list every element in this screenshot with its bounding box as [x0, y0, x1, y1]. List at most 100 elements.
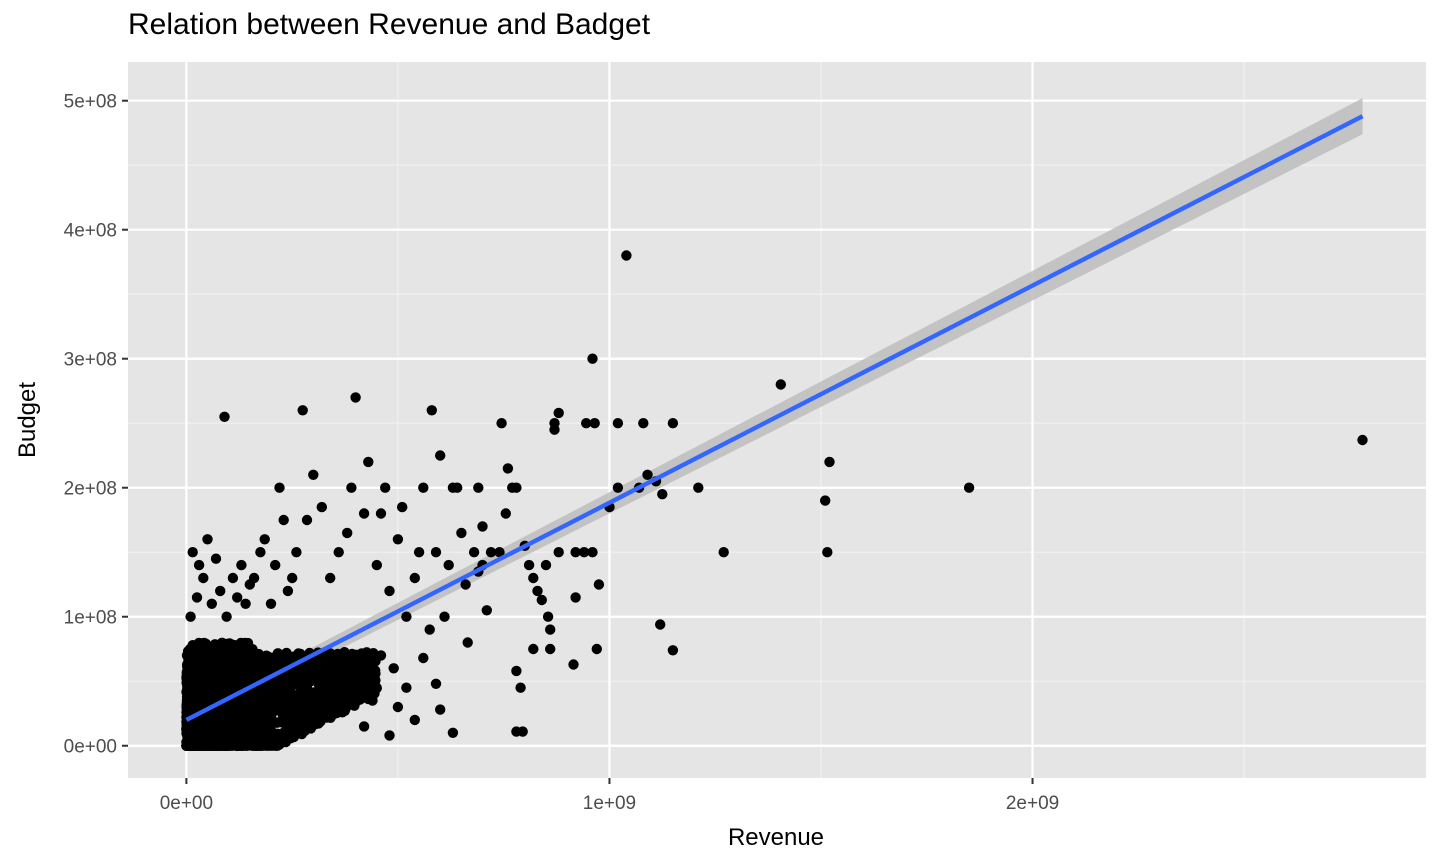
data-point — [235, 642, 246, 654]
data-point — [308, 469, 319, 480]
data-point — [612, 482, 624, 493]
data-point — [500, 508, 511, 519]
data-point — [693, 482, 704, 493]
x-tick-label: 2e+09 — [1006, 793, 1059, 814]
data-point — [570, 547, 581, 558]
data-point — [309, 698, 320, 710]
data-point — [392, 701, 404, 713]
data-point — [638, 418, 649, 429]
data-point — [477, 521, 488, 532]
data-point — [224, 718, 235, 729]
data-point — [238, 702, 249, 713]
data-point — [233, 710, 244, 722]
data-point — [324, 695, 336, 707]
data-point — [282, 585, 294, 597]
data-point — [375, 508, 387, 519]
data-point — [481, 605, 492, 616]
data-point — [297, 405, 308, 416]
data-point — [255, 684, 267, 696]
data-point — [199, 712, 210, 724]
data-point — [265, 598, 277, 609]
data-point — [523, 559, 535, 571]
data-point — [202, 534, 213, 545]
data-point — [502, 463, 514, 474]
data-point — [655, 619, 666, 630]
data-point — [224, 642, 235, 653]
data-point — [401, 682, 412, 693]
data-point — [581, 418, 592, 429]
data-point — [342, 527, 353, 539]
data-point — [282, 724, 293, 735]
data-point — [236, 559, 247, 571]
data-point — [718, 547, 729, 558]
data-point — [1357, 434, 1368, 446]
data-point — [244, 579, 255, 590]
data-point — [278, 705, 289, 716]
data-point — [462, 637, 473, 648]
data-point — [274, 482, 285, 493]
x-axis-title: Revenue — [728, 824, 824, 851]
chart-title: Relation between Revenue and Badget — [128, 8, 651, 41]
data-point — [183, 736, 194, 747]
data-point — [301, 514, 313, 526]
data-point — [397, 501, 408, 513]
data-point — [228, 659, 239, 670]
data-point — [259, 651, 270, 662]
data-point — [187, 547, 198, 558]
data-point — [388, 663, 399, 674]
data-point — [413, 547, 425, 558]
data-point — [517, 726, 528, 737]
data-point — [642, 469, 653, 480]
data-point — [233, 672, 244, 683]
data-point — [511, 482, 522, 493]
data-point — [199, 637, 210, 649]
data-point — [536, 594, 547, 606]
data-point — [363, 456, 374, 468]
data-point — [612, 418, 624, 429]
data-point — [294, 678, 305, 689]
data-point — [334, 691, 345, 703]
data-point — [210, 688, 222, 699]
fit-line-layer — [185, 114, 1364, 722]
data-point — [473, 482, 484, 493]
y-tick-label: 4e+08 — [64, 221, 117, 242]
data-point — [198, 572, 209, 584]
data-point — [553, 547, 564, 558]
data-point — [549, 424, 560, 435]
data-point — [202, 739, 213, 751]
data-point — [468, 547, 480, 558]
data-point — [182, 697, 194, 708]
y-tick-label: 3e+08 — [64, 350, 117, 371]
data-point — [511, 665, 522, 677]
data-point — [267, 717, 279, 729]
data-point — [191, 592, 203, 603]
data-point — [460, 579, 471, 590]
data-point — [331, 657, 342, 669]
data-point — [485, 547, 497, 558]
data-point — [221, 733, 232, 744]
data-point — [820, 495, 831, 506]
data-point — [435, 704, 446, 715]
data-point — [270, 559, 281, 571]
data-point — [384, 585, 395, 597]
data-point — [259, 730, 271, 741]
data-point — [215, 670, 226, 682]
data-point — [545, 624, 556, 635]
data-point — [265, 659, 276, 671]
data-point — [284, 689, 296, 701]
data-point — [591, 643, 602, 655]
data-point — [325, 572, 336, 584]
data-point — [240, 598, 251, 609]
data-point — [210, 553, 222, 564]
data-point — [515, 682, 526, 693]
data-point — [540, 559, 552, 571]
data-point — [418, 482, 429, 493]
data-point — [192, 691, 203, 702]
data-point — [532, 585, 543, 597]
data-point — [409, 572, 420, 584]
axes-layer: 0e+00 1e+09 2e+09 0e+00 1e+08 2e+08 3e+08 4e+08… — [64, 92, 1060, 814]
data-point — [246, 708, 258, 720]
data-point — [409, 714, 420, 726]
y-tick-label: 5e+08 — [64, 92, 117, 113]
